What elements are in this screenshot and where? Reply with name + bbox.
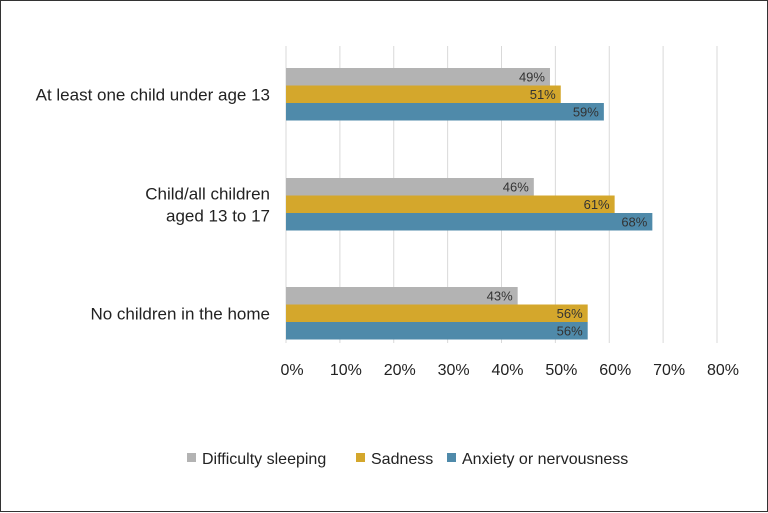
data-label: 49% bbox=[519, 69, 545, 84]
category-label: aged 13 to 17 bbox=[166, 206, 270, 225]
x-tick-label: 40% bbox=[491, 362, 523, 379]
bar bbox=[286, 195, 615, 213]
legend-label: Difficulty sleeping bbox=[202, 451, 326, 468]
category-labels: At least one child under age 13 Child/all… bbox=[36, 85, 270, 323]
bar bbox=[286, 322, 588, 340]
x-tick-label: 10% bbox=[330, 362, 362, 379]
data-label: 46% bbox=[503, 179, 529, 194]
bar bbox=[286, 103, 604, 121]
legend-swatch bbox=[187, 453, 196, 462]
legend-item: Sadness bbox=[356, 451, 433, 468]
bar bbox=[286, 213, 653, 231]
legend-label: Anxiety or nervousness bbox=[462, 451, 628, 468]
x-tick-label: 30% bbox=[438, 362, 470, 379]
legend: Difficulty sleeping Sadness Anxiety or ner… bbox=[187, 451, 628, 468]
category-label: At least one child under age 13 bbox=[36, 85, 270, 104]
bar bbox=[286, 178, 534, 196]
legend-item: Difficulty sleeping bbox=[187, 451, 326, 468]
legend-label: Sadness bbox=[371, 451, 433, 468]
data-label: 51% bbox=[530, 87, 556, 102]
x-tick-label: 60% bbox=[599, 362, 631, 379]
x-tick-label: 70% bbox=[653, 362, 685, 379]
bar bbox=[286, 287, 518, 305]
bar bbox=[286, 304, 588, 322]
legend-swatch bbox=[447, 453, 456, 462]
x-axis-tick-labels: 0% 10% 20% 30% 40% 50% 60% 70% 80% bbox=[280, 362, 739, 379]
data-label: 61% bbox=[584, 197, 610, 212]
data-label: 43% bbox=[487, 288, 513, 303]
legend-swatch bbox=[356, 453, 365, 462]
x-tick-label: 0% bbox=[280, 362, 303, 379]
category-label: Child/all children bbox=[145, 184, 270, 203]
bar bbox=[286, 68, 550, 86]
data-label: 68% bbox=[621, 214, 647, 229]
category-label: No children in the home bbox=[90, 304, 270, 323]
data-label: 56% bbox=[557, 306, 583, 321]
data-label: 56% bbox=[557, 323, 583, 338]
bars: 49% 51% 59% 46% 61% 68% 43% 56% 56% bbox=[286, 68, 653, 340]
data-label: 59% bbox=[573, 104, 599, 119]
x-tick-label: 80% bbox=[707, 362, 739, 379]
x-tick-label: 50% bbox=[545, 362, 577, 379]
x-tick-label: 20% bbox=[384, 362, 416, 379]
bar bbox=[286, 85, 561, 103]
legend-item: Anxiety or nervousness bbox=[447, 451, 628, 468]
